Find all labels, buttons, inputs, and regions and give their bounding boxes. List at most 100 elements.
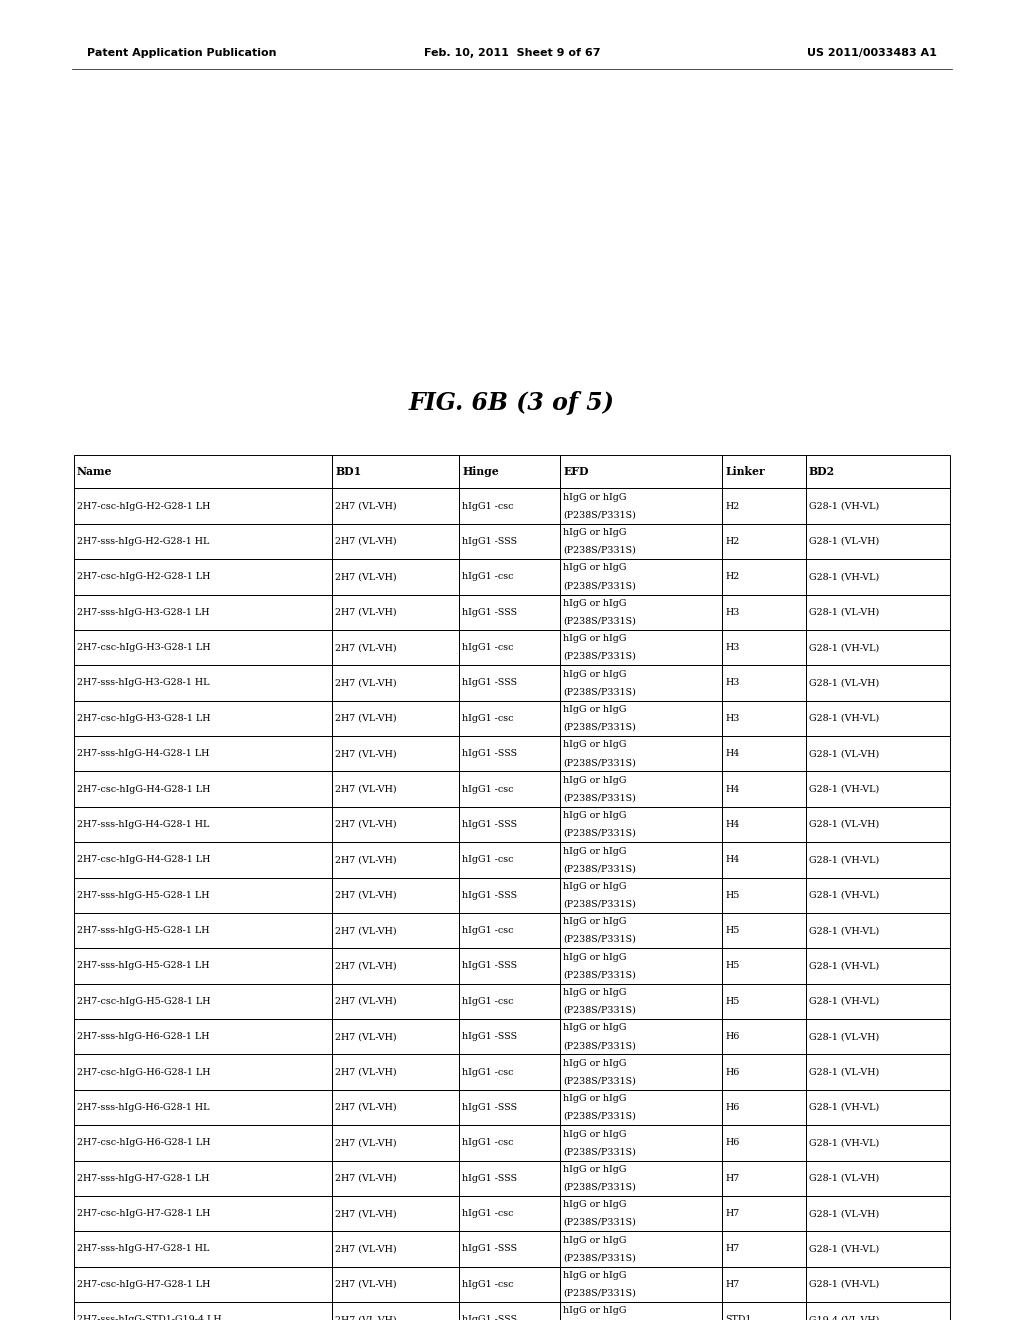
Bar	[560, 594, 722, 630]
Text: H3: H3	[725, 678, 739, 688]
Text: 2H7 (VL-VH): 2H7 (VL-VH)	[336, 502, 397, 511]
Bar	[460, 665, 560, 701]
Bar	[460, 842, 560, 878]
Bar	[460, 1160, 560, 1196]
Bar	[806, 1055, 950, 1090]
Bar	[560, 1055, 722, 1090]
Text: (P238S/P331S): (P238S/P331S)	[563, 1076, 636, 1085]
Bar	[806, 1125, 950, 1160]
Text: 2H7 (VL-VH): 2H7 (VL-VH)	[336, 573, 397, 581]
Text: Name: Name	[77, 466, 113, 478]
Text: BD1: BD1	[336, 466, 361, 478]
Text: H6: H6	[725, 1068, 739, 1077]
Text: G28-1 (VH-VL): G28-1 (VH-VL)	[809, 784, 879, 793]
Text: hIgG1 -SSS: hIgG1 -SSS	[463, 891, 517, 900]
Bar	[722, 488, 806, 524]
Text: G28-1 (VH-VL): G28-1 (VH-VL)	[809, 1138, 879, 1147]
Text: 2H7-sss-hIgG-H5-G28-1 LH: 2H7-sss-hIgG-H5-G28-1 LH	[77, 961, 209, 970]
Bar	[722, 1125, 806, 1160]
Text: US 2011/0033483 A1: US 2011/0033483 A1	[807, 48, 937, 58]
Text: 2H7-sss-hIgG-H2-G28-1 HL: 2H7-sss-hIgG-H2-G28-1 HL	[77, 537, 209, 546]
Text: (P238S/P331S): (P238S/P331S)	[563, 722, 636, 731]
Text: (P238S/P331S): (P238S/P331S)	[563, 865, 636, 874]
Text: hIgG or hIgG: hIgG or hIgG	[563, 528, 627, 537]
Bar	[74, 1055, 333, 1090]
Text: (P238S/P331S): (P238S/P331S)	[563, 1253, 636, 1262]
Bar	[333, 665, 460, 701]
Bar	[722, 771, 806, 807]
Text: (P238S/P331S): (P238S/P331S)	[563, 545, 636, 554]
Bar	[333, 560, 460, 594]
Bar	[722, 560, 806, 594]
Bar	[74, 807, 333, 842]
Text: 2H7-sss-hIgG-H6-G28-1 LH: 2H7-sss-hIgG-H6-G28-1 LH	[77, 1032, 209, 1041]
Text: BD2: BD2	[809, 466, 835, 478]
Text: hIgG1 -SSS: hIgG1 -SSS	[463, 678, 517, 688]
Bar	[560, 878, 722, 913]
Text: G28-1 (VL-VH): G28-1 (VL-VH)	[809, 1068, 879, 1077]
Text: 2H7-sss-hIgG-H5-G28-1 LH: 2H7-sss-hIgG-H5-G28-1 LH	[77, 891, 209, 900]
Text: hIgG or hIgG: hIgG or hIgG	[563, 1059, 627, 1068]
Text: (P238S/P331S): (P238S/P331S)	[563, 652, 636, 661]
Bar	[74, 913, 333, 948]
Bar	[333, 701, 460, 737]
Text: (P238S/P331S): (P238S/P331S)	[563, 758, 636, 767]
Text: G28-1 (VH-VL): G28-1 (VH-VL)	[809, 961, 879, 970]
Bar	[333, 771, 460, 807]
Text: 2H7-csc-hIgG-H5-G28-1 LH: 2H7-csc-hIgG-H5-G28-1 LH	[77, 997, 210, 1006]
Text: 2H7-sss-hIgG-H3-G28-1 HL: 2H7-sss-hIgG-H3-G28-1 HL	[77, 678, 209, 688]
Text: hIgG1 -csc: hIgG1 -csc	[463, 714, 514, 723]
Text: H7: H7	[725, 1280, 739, 1288]
Text: 2H7 (VL-VH): 2H7 (VL-VH)	[336, 607, 397, 616]
Bar	[74, 701, 333, 737]
Text: G28-1 (VH-VL): G28-1 (VH-VL)	[809, 997, 879, 1006]
Text: hIgG1 -csc: hIgG1 -csc	[463, 502, 514, 511]
Text: G28-1 (VH-VL): G28-1 (VH-VL)	[809, 1104, 879, 1111]
Bar	[460, 455, 560, 488]
Bar	[806, 524, 950, 560]
Bar	[560, 1019, 722, 1055]
Text: 2H7 (VL-VH): 2H7 (VL-VH)	[336, 1138, 397, 1147]
Text: hIgG or hIgG: hIgG or hIgG	[563, 987, 627, 997]
Bar	[722, 913, 806, 948]
Text: H3: H3	[725, 643, 739, 652]
Bar	[74, 878, 333, 913]
Bar	[74, 1267, 333, 1302]
Bar	[722, 594, 806, 630]
Text: G28-1 (VH-VL): G28-1 (VH-VL)	[809, 855, 879, 865]
Text: 2H7-sss-hIgG-H5-G28-1 LH: 2H7-sss-hIgG-H5-G28-1 LH	[77, 927, 209, 935]
Text: G28-1 (VL-VH): G28-1 (VL-VH)	[809, 678, 879, 688]
Text: 2H7-sss-hIgG-H4-G28-1 LH: 2H7-sss-hIgG-H4-G28-1 LH	[77, 750, 209, 758]
Bar	[74, 1196, 333, 1232]
Bar	[560, 701, 722, 737]
Text: hIgG or hIgG: hIgG or hIgG	[563, 917, 627, 927]
Text: G28-1 (VH-VL): G28-1 (VH-VL)	[809, 643, 879, 652]
Text: H5: H5	[725, 961, 739, 970]
Text: 2H7-sss-hIgG-H6-G28-1 HL: 2H7-sss-hIgG-H6-G28-1 HL	[77, 1104, 209, 1111]
Text: H4: H4	[725, 820, 739, 829]
Bar	[806, 1090, 950, 1125]
Text: 2H7 (VL-VH): 2H7 (VL-VH)	[336, 1245, 397, 1254]
Text: G28-1 (VH-VL): G28-1 (VH-VL)	[809, 927, 879, 935]
Bar	[806, 737, 950, 771]
Bar	[806, 807, 950, 842]
Text: hIgG or hIgG: hIgG or hIgG	[563, 741, 627, 750]
Bar	[74, 948, 333, 983]
Bar	[722, 1267, 806, 1302]
Text: 2H7-csc-hIgG-H2-G28-1 LH: 2H7-csc-hIgG-H2-G28-1 LH	[77, 573, 210, 581]
Text: (P238S/P331S): (P238S/P331S)	[563, 899, 636, 908]
Text: 2H7 (VL-VH): 2H7 (VL-VH)	[336, 678, 397, 688]
Bar	[560, 524, 722, 560]
Text: (P238S/P331S): (P238S/P331S)	[563, 1041, 636, 1051]
Bar	[460, 524, 560, 560]
Bar	[806, 1160, 950, 1196]
Text: 2H7 (VL-VH): 2H7 (VL-VH)	[336, 1068, 397, 1077]
Bar	[806, 455, 950, 488]
Bar	[333, 1302, 460, 1320]
Bar	[560, 737, 722, 771]
Bar	[722, 878, 806, 913]
Text: H2: H2	[725, 537, 739, 546]
Bar	[560, 948, 722, 983]
Text: H4: H4	[725, 784, 739, 793]
Text: 2H7-csc-hIgG-H7-G28-1 LH: 2H7-csc-hIgG-H7-G28-1 LH	[77, 1280, 210, 1288]
